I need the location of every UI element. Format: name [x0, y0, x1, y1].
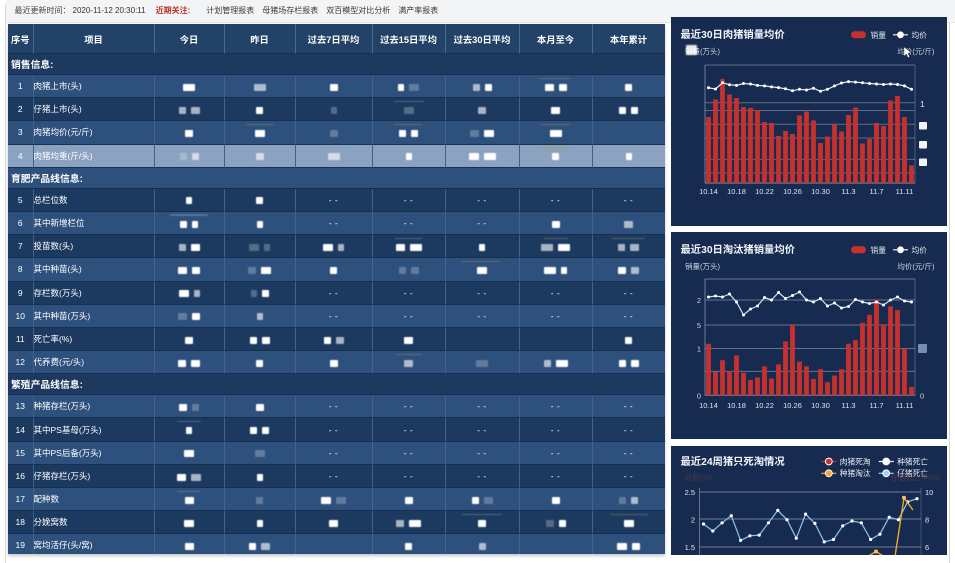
svg-text:10.14: 10.14: [699, 187, 718, 196]
svg-text:10.26: 10.26: [783, 187, 802, 196]
svg-text:比例(%): 比例(%): [685, 472, 712, 482]
svg-text:11.11: 11.11: [896, 401, 914, 410]
svg-text:仔猪死亡率(%): 仔猪死亡率(%): [891, 472, 941, 482]
svg-text:10.22: 10.22: [755, 401, 774, 410]
svg-text:10.18: 10.18: [727, 401, 746, 410]
svg-text:均价: 均价: [912, 245, 928, 255]
svg-text:6: 6: [925, 543, 929, 552]
svg-text:1: 1: [920, 99, 925, 109]
svg-text:11.7: 11.7: [869, 187, 883, 196]
svg-text:均价(元/斤): 均价(元/斤): [897, 46, 935, 56]
svg-text:1.5: 1.5: [685, 543, 695, 552]
svg-text:10.30: 10.30: [811, 187, 830, 196]
svg-text:2: 2: [697, 296, 701, 305]
svg-text:销量: 销量: [871, 30, 887, 40]
svg-text:10: 10: [925, 488, 933, 497]
svg-text:均价(元/斤): 均价(元/斤): [897, 261, 935, 271]
svg-text:10.22: 10.22: [755, 187, 774, 196]
svg-text:2.5: 2.5: [685, 488, 695, 497]
svg-text:0: 0: [920, 391, 924, 400]
svg-text:2: 2: [691, 516, 695, 525]
svg-text:11.7: 11.7: [869, 401, 883, 410]
svg-text:8: 8: [925, 516, 929, 525]
svg-text:肉猪死淘: 肉猪死淘: [840, 456, 871, 466]
svg-text:10.30: 10.30: [811, 401, 830, 410]
svg-text:10.26: 10.26: [783, 401, 802, 410]
svg-text:销量(万头): 销量(万头): [685, 261, 720, 271]
svg-text:最近30日淘汰猪销量均价: 最近30日淘汰猪销量均价: [681, 243, 796, 256]
svg-text:仔猪死亡: 仔猪死亡: [897, 468, 928, 478]
svg-text:1: 1: [697, 345, 701, 354]
svg-text:10.18: 10.18: [727, 187, 746, 196]
svg-text:种猪死亡: 种猪死亡: [897, 456, 928, 466]
svg-text:0: 0: [697, 391, 701, 400]
svg-text:最近30日肉猪销量均价: 最近30日肉猪销量均价: [681, 28, 786, 41]
svg-text:种猪淘汰: 种猪淘汰: [840, 468, 871, 478]
svg-text:销量(万头): 销量(万头): [685, 46, 720, 56]
svg-text:销量: 销量: [871, 245, 887, 255]
svg-text:10.14: 10.14: [699, 401, 718, 410]
svg-text:11.3: 11.3: [841, 401, 855, 410]
svg-text:11.3: 11.3: [841, 187, 855, 196]
svg-text:5: 5: [697, 321, 701, 330]
svg-text:11.11: 11.11: [896, 187, 914, 196]
svg-text:最近24周猪只死淘情况: 最近24周猪只死淘情况: [681, 455, 786, 468]
svg-text:均价: 均价: [912, 30, 928, 40]
